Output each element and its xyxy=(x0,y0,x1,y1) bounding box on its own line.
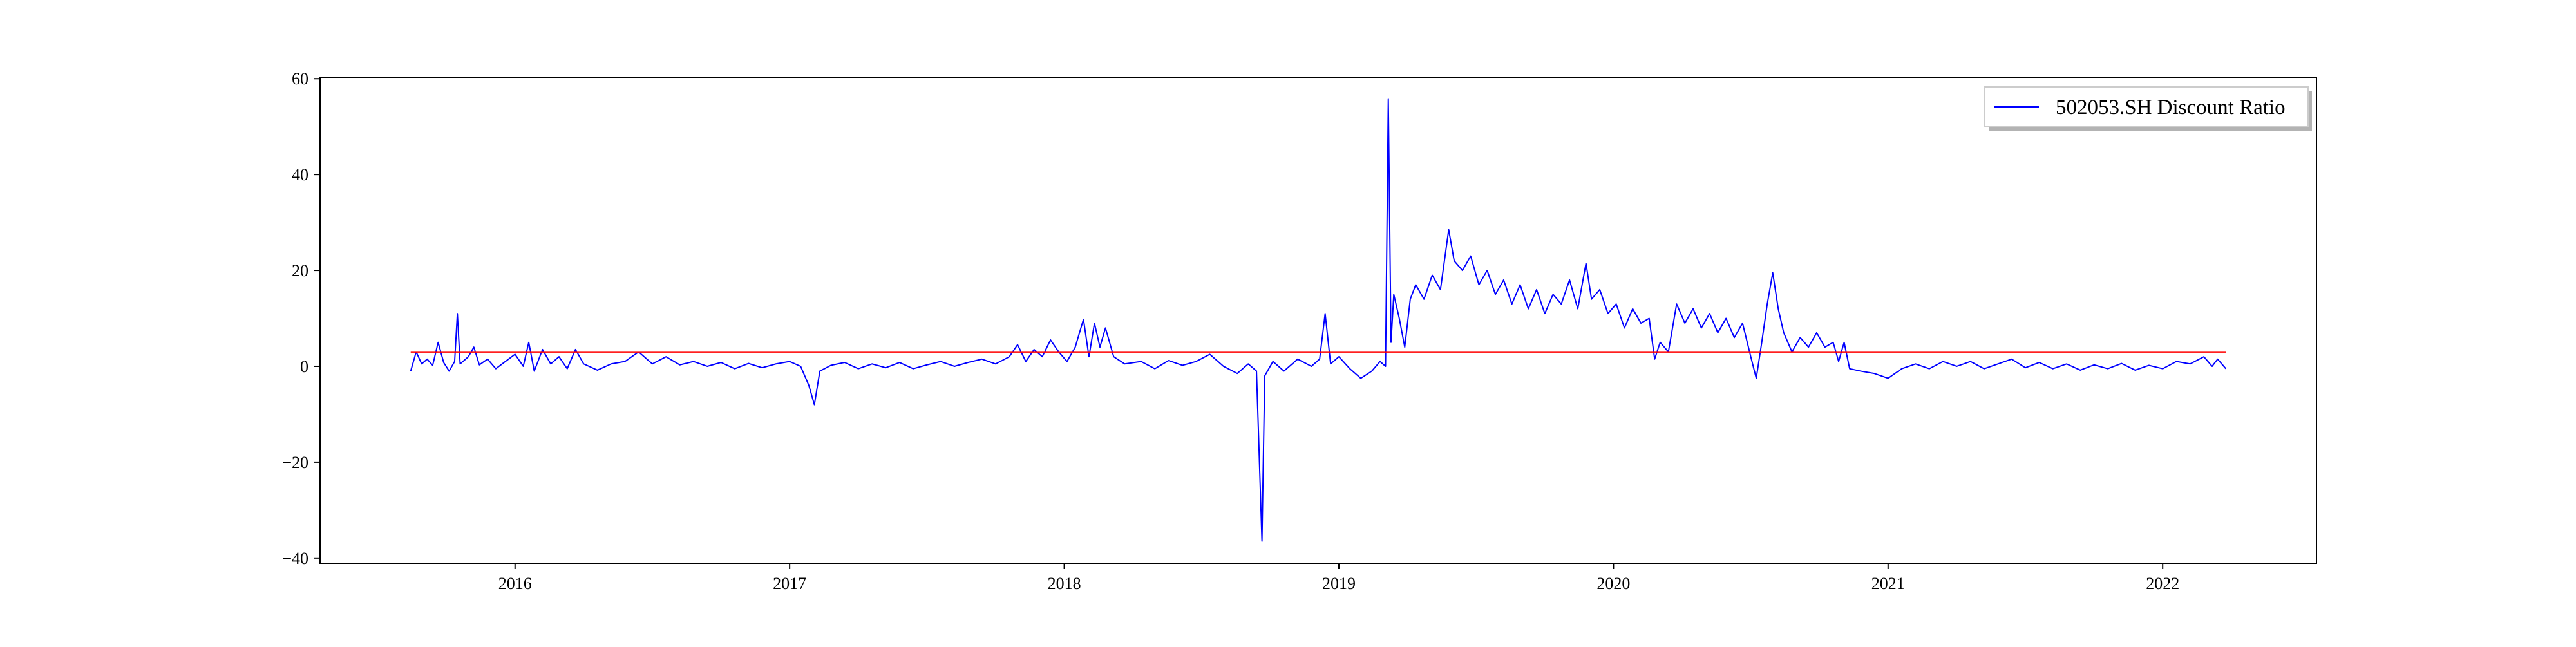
x-tick-label: 2022 xyxy=(2146,574,2179,593)
x-tick-label: 2020 xyxy=(1596,574,1630,593)
legend-label: 502053.SH Discount Ratio xyxy=(2056,96,2286,119)
x-tick-label: 2017 xyxy=(773,574,806,593)
x-tick-label: 2016 xyxy=(498,574,532,593)
legend: 502053.SH Discount Ratio xyxy=(1984,86,2312,131)
x-tick-label: 2019 xyxy=(1322,574,1356,593)
y-tick-label: −20 xyxy=(282,453,308,472)
y-tick-label: −40 xyxy=(282,549,308,568)
y-tick-label: 20 xyxy=(292,261,308,280)
y-tick-label: 60 xyxy=(292,70,308,88)
x-tick-label: 2021 xyxy=(1871,574,1905,593)
y-tick-label: 0 xyxy=(300,357,308,376)
series-line xyxy=(410,98,2227,542)
plot-frame xyxy=(319,77,2317,564)
y-tick-label: 40 xyxy=(292,165,308,184)
x-tick-label: 2018 xyxy=(1048,574,1081,593)
